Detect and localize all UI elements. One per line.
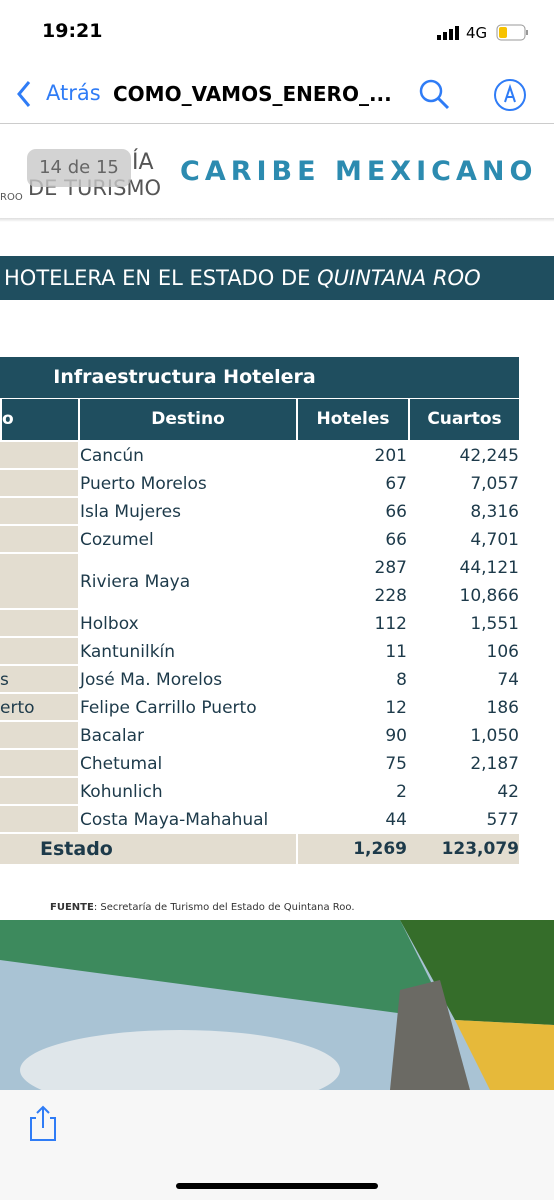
destino-cell: Costa Maya-Mahahual [80,810,269,830]
hoteles-cell: 67 [385,474,407,494]
cuartos-cell: 1,050 [470,726,519,746]
hoteles-cell: 228 [374,586,407,606]
total-hoteles: 1,269 [296,834,407,864]
destino-cell: Felipe Carrillo Puerto [80,698,257,718]
hoteles-cell: 287 [374,558,407,578]
column-header: Destino [78,399,296,440]
destino-cell: Kantunilkín [80,642,176,662]
header-left-top: ÍA [132,150,154,175]
source-text: : Secretaría de Turismo del Estado de Qu… [93,902,355,913]
hoteles-cell: 75 [385,754,407,774]
cuartos-cell: 186 [486,698,519,718]
divider [0,123,554,124]
total-label: Estado [40,838,113,860]
destino-cell: Riviera Maya [80,572,191,592]
hoteles-cell: 112 [374,614,407,634]
column-header: Hoteles [296,399,408,440]
banner-emphasis: QUINTANA ROO [317,266,481,290]
left-cell [0,526,78,552]
source-label: FUENTE [50,902,94,913]
left-cell [0,806,78,832]
destino-cell: Isla Mujeres [80,502,181,522]
document-title: COMO_VAMOS_ENERO_... [113,82,392,106]
destino-cell: Cozumel [80,530,154,550]
hoteles-cell: 44 [385,810,407,830]
cuartos-cell: 44,121 [459,558,519,578]
destino-cell: Kohunlich [80,782,163,802]
cuartos-cell: 577 [486,810,519,830]
toolbar [0,1090,554,1200]
left-cell [0,638,78,664]
left-cell [0,498,78,524]
cuartos-cell: 10,866 [459,586,519,606]
left-cell [0,722,78,748]
left-cell [0,610,78,636]
back-icon[interactable] [16,80,32,108]
battery [496,24,528,41]
cuartos-cell: 42,245 [459,446,519,466]
hoteles-cell: 66 [385,502,407,522]
hoteles-cell: 66 [385,530,407,550]
left-cell [0,470,78,496]
header-shadow [0,218,554,222]
column-header: Cuartos [408,399,519,440]
left-cell [0,750,78,776]
brand: CARIBE MEXICANO [180,156,538,187]
source: FUENTE: Secretaría de Turismo del Estado… [50,902,355,913]
hoteles-cell: 8 [396,670,407,690]
next-slide-preview [0,920,554,1090]
search-icon[interactable] [418,78,452,112]
cuartos-cell: 74 [497,670,519,690]
hoteles-cell: 12 [385,698,407,718]
destino-cell: Cancún [80,446,144,466]
total-cuartos: 123,079 [441,839,519,859]
cuartos-cell: 106 [486,642,519,662]
markup-icon[interactable] [493,78,527,112]
page-indicator: 14 de 15 [27,149,131,187]
destino-cell: José Ma. Morelos [80,670,223,690]
hoteles-cell: 90 [385,726,407,746]
destino-cell: Puerto Morelos [80,474,207,494]
cuartos-cell: 1,551 [470,614,519,634]
left-cell [0,442,78,468]
left-cell: s [0,666,78,692]
hoteles-cell: 2 [396,782,407,802]
hoteles-cell: 11 [385,642,407,662]
destino-cell: Holbox [80,614,139,634]
share-button[interactable] [28,1104,58,1142]
destino-cell: Chetumal [80,754,163,774]
banner-text: HOTELERA EN EL ESTADO DE [4,266,318,290]
home-indicator [176,1183,378,1189]
cuartos-cell: 4,701 [470,530,519,550]
header-left-small: ROO [0,192,23,203]
left-cell [0,554,78,608]
cuartos-cell: 8,316 [470,502,519,522]
time: 19:21 [42,20,103,42]
column-header: o [0,399,78,440]
banner: HOTELERA EN EL ESTADO DE QUINTANA ROO [0,256,554,300]
cuartos-cell: 42 [497,782,519,802]
table-title: Infraestructura Hotelera [0,357,519,398]
destino-cell: Bacalar [80,726,144,746]
left-cell: erto [0,694,78,720]
cuartos-cell: 7,057 [470,474,519,494]
left-cell [0,778,78,804]
back-button[interactable]: Atrás [46,81,101,105]
cuartos-cell: 2,187 [470,754,519,774]
hoteles-cell: 201 [374,446,407,466]
total-row [0,834,519,864]
signal [437,26,459,40]
network: 4G [466,24,488,42]
